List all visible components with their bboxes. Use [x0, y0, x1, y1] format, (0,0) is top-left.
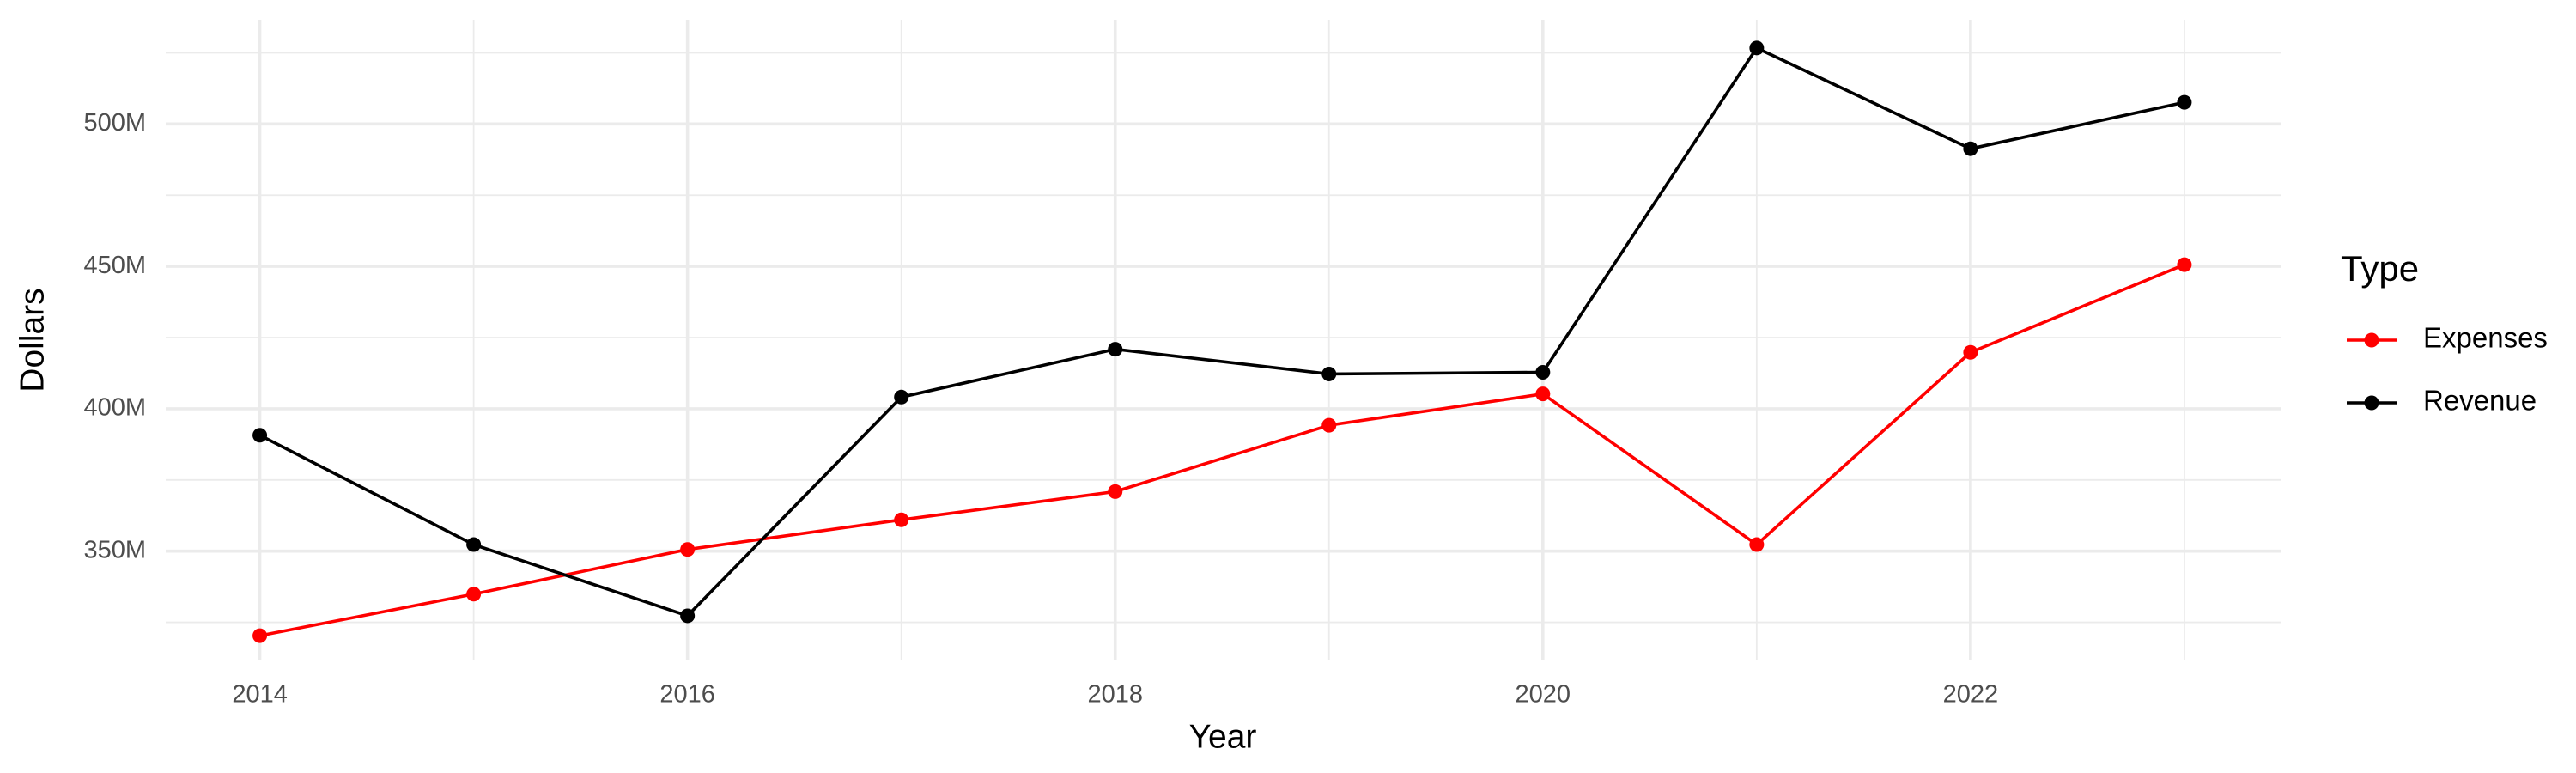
data-point	[1108, 342, 1123, 357]
data-point	[2177, 257, 2192, 272]
data-point	[466, 587, 482, 602]
data-point	[1321, 366, 1337, 381]
y-tick-label: 450M	[83, 252, 146, 279]
data-point	[252, 628, 268, 643]
data-point	[1535, 386, 1551, 402]
data-point	[1108, 484, 1123, 499]
series-line	[258, 46, 2185, 618]
x-tick-label: 2018	[1087, 681, 1143, 709]
data-point	[466, 537, 482, 552]
legend-label: Expenses	[2423, 322, 2548, 354]
data-point	[680, 608, 696, 624]
data-point	[1749, 40, 1765, 56]
legend-label: Revenue	[2423, 385, 2537, 417]
y-axis-title: Dollars	[14, 288, 51, 392]
legend-title: Type	[2341, 248, 2419, 289]
data-point	[894, 389, 909, 405]
data-point	[2177, 94, 2192, 110]
x-tick-label: 2020	[1516, 681, 1571, 709]
x-tick-label: 2022	[1943, 681, 1999, 709]
data-point	[1321, 417, 1337, 433]
x-tick-label: 2016	[659, 681, 715, 709]
y-tick-label: 350M	[83, 536, 146, 563]
series-line	[259, 263, 2185, 637]
data-point	[894, 512, 909, 527]
data-point	[1749, 537, 1765, 552]
legend-marker	[2364, 332, 2379, 348]
x-axis-title: Year	[1189, 718, 1257, 755]
y-tick-label: 500M	[83, 109, 146, 137]
data-point	[1963, 344, 1978, 360]
data-point	[680, 542, 696, 557]
data-point	[252, 428, 268, 443]
legend-marker	[2364, 395, 2379, 411]
data-point	[1963, 141, 1978, 156]
grid	[166, 20, 2281, 660]
x-tick-label: 2014	[232, 681, 288, 709]
data-point	[1535, 364, 1551, 380]
y-tick-label: 400M	[83, 394, 146, 422]
